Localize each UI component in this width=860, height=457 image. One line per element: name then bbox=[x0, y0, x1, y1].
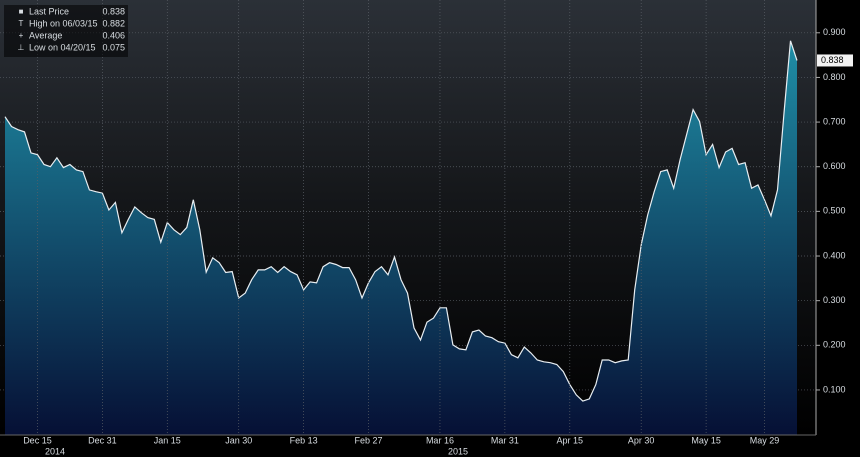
line bbox=[4, 40, 798, 402]
legend-label: Average bbox=[29, 30, 62, 40]
legend-label: Last Price bbox=[29, 6, 69, 16]
legend-value: 0.075 bbox=[102, 42, 125, 52]
year-label: 2014 bbox=[45, 446, 65, 456]
x-tick-label: Feb 27 bbox=[355, 435, 383, 445]
year-label: 2015 bbox=[448, 446, 468, 456]
legend-value: 0.406 bbox=[102, 30, 125, 40]
x-tick-label: May 29 bbox=[750, 435, 780, 445]
legend-box bbox=[4, 5, 128, 57]
x-tick-label: Dec 31 bbox=[88, 435, 117, 445]
legend-label: Low on 04/20/15 bbox=[29, 42, 96, 52]
x-tick-label: Apr 30 bbox=[628, 435, 655, 445]
legend-value: 0.838 bbox=[102, 6, 125, 16]
y-tick-label: 0.500 bbox=[823, 206, 846, 216]
y-tick-label: 0.600 bbox=[823, 161, 846, 171]
legend-icon: + bbox=[19, 31, 24, 40]
x-tick-label: Jan 15 bbox=[154, 435, 181, 445]
y-tick-label: 0.200 bbox=[823, 340, 846, 350]
legend-value: 0.882 bbox=[102, 18, 125, 28]
area bbox=[5, 40, 797, 435]
x-tick-label: Mar 16 bbox=[426, 435, 454, 445]
x-tick-label: Feb 13 bbox=[290, 435, 318, 445]
y-tick-label: 0.800 bbox=[823, 72, 846, 82]
last-price-tag bbox=[817, 54, 853, 67]
x-tick-label: Jan 30 bbox=[225, 435, 252, 445]
y-tick-label: 0.700 bbox=[823, 116, 846, 126]
x-tick-label: Dec 15 bbox=[23, 435, 52, 445]
x-tick-label: May 15 bbox=[691, 435, 721, 445]
x-tick-label: Apr 15 bbox=[557, 435, 584, 445]
y-tick-label: 0.400 bbox=[823, 250, 846, 260]
y-tick-label: 0.100 bbox=[823, 384, 846, 394]
legend-icon: ■ bbox=[19, 7, 24, 16]
x-tick-label: Mar 31 bbox=[491, 435, 519, 445]
legend-label: High on 06/03/15 bbox=[29, 18, 98, 28]
legend-icon: T bbox=[19, 19, 24, 28]
y-tick-label: 0.900 bbox=[823, 27, 846, 37]
legend-icon: ⊥ bbox=[18, 43, 25, 52]
y-tick-label: 0.300 bbox=[823, 295, 846, 305]
last-price-tag-label: 0.838 bbox=[821, 55, 844, 65]
